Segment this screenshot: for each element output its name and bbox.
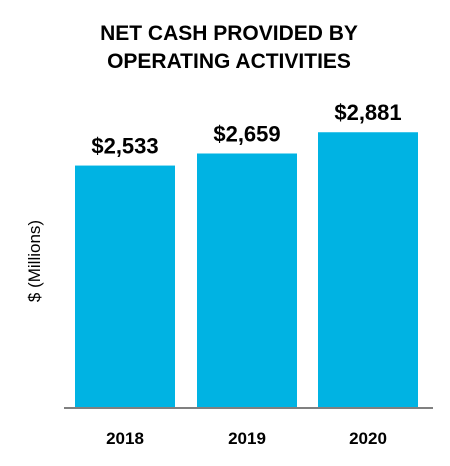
bar-2018 <box>75 165 175 408</box>
chart-title-line-2: OPERATING ACTIVITIES <box>107 50 351 73</box>
y-axis-label: $ (Millions) <box>25 220 44 302</box>
data-label-2019: $2,659 <box>213 121 280 146</box>
data-labels-group: $2,533 $2,659 $2,881 <box>91 100 401 158</box>
chart-title-line-1: NET CASH PROVIDED BY <box>100 22 358 45</box>
bar-2020 <box>318 132 418 409</box>
data-label-2018: $2,533 <box>91 134 158 159</box>
x-tick-label-2019: 2019 <box>228 429 266 448</box>
data-label-2020: $2,881 <box>334 100 401 125</box>
bars-group <box>75 132 418 409</box>
x-tick-label-2018: 2018 <box>106 429 144 448</box>
x-tick-label-2020: 2020 <box>349 429 387 448</box>
bar-2019 <box>197 153 297 408</box>
x-tick-labels-group: 2018 2019 2020 <box>106 429 387 448</box>
